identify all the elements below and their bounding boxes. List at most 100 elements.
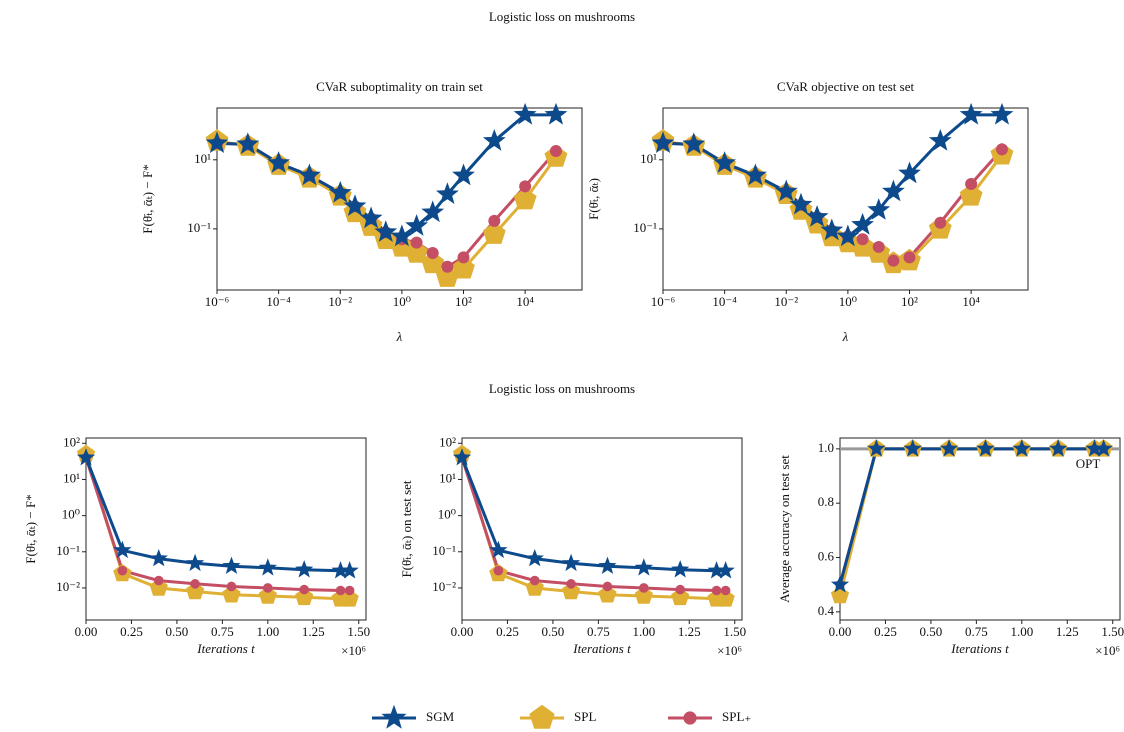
- marker: [836, 224, 860, 247]
- marker: [1085, 439, 1104, 457]
- y-tick-label: 10⁰: [62, 507, 80, 522]
- marker: [675, 584, 685, 595]
- marker: [488, 214, 501, 227]
- marker: [190, 579, 200, 589]
- marker: [634, 558, 653, 576]
- marker: [149, 578, 168, 596]
- marker: [830, 575, 850, 593]
- x-tick-label: 1.25: [302, 624, 325, 639]
- marker: [149, 549, 168, 567]
- x-offset-label: ×10⁶: [717, 643, 742, 658]
- marker: [872, 240, 885, 253]
- x-tick-label: 1.00: [632, 624, 655, 639]
- y-tick-label: 10⁻¹: [633, 220, 657, 235]
- marker: [882, 179, 905, 202]
- marker: [405, 241, 428, 263]
- marker: [851, 212, 874, 235]
- marker: [1049, 439, 1068, 457]
- marker: [263, 583, 273, 593]
- x-axis-label: Iterations t: [196, 641, 255, 656]
- series-line: [838, 447, 1104, 586]
- marker: [903, 439, 922, 457]
- x-tick-label: 0.00: [829, 624, 852, 639]
- figure-subtitle: Logistic loss on mushrooms: [489, 381, 635, 396]
- marker: [390, 224, 414, 247]
- y-axis-label: F(θ̄ₜ, ᾱₜ) − F*: [23, 494, 38, 563]
- marker: [671, 587, 690, 606]
- x-offset-label: ×10⁶: [341, 643, 366, 658]
- x-tick-label: 0.50: [542, 624, 565, 639]
- marker: [513, 102, 537, 125]
- marker: [549, 144, 562, 157]
- y-tick-label: 10¹: [63, 470, 80, 485]
- marker: [421, 251, 445, 274]
- y-tick-label: 10⁻¹: [56, 543, 80, 558]
- x-tick-label: 10²: [901, 294, 918, 309]
- marker: [898, 161, 921, 184]
- y-tick-label: 0.4: [818, 603, 835, 618]
- marker: [789, 192, 813, 215]
- x-tick-label: 10⁻²: [774, 294, 798, 309]
- plot-frame: [85, 437, 367, 621]
- marker: [113, 540, 132, 559]
- marker: [222, 556, 241, 574]
- marker: [940, 439, 959, 457]
- marker: [716, 589, 735, 607]
- plot-frame: [839, 437, 1121, 621]
- marker: [995, 143, 1008, 156]
- x-tick-label: 10⁴: [516, 294, 534, 309]
- plot-frame: [662, 107, 1029, 291]
- marker: [344, 585, 355, 596]
- marker: [343, 194, 367, 216]
- plot-frame: [461, 437, 743, 621]
- x-tick-label: 10⁰: [839, 294, 857, 309]
- legend-label: SPL: [574, 709, 596, 724]
- marker: [513, 187, 537, 210]
- figure-title: Logistic loss on mushrooms: [489, 9, 635, 24]
- x-axis-label: λ: [842, 329, 849, 344]
- marker: [651, 131, 675, 153]
- marker: [774, 179, 798, 202]
- marker: [153, 575, 164, 586]
- y-tick-label: 10⁻²: [432, 579, 456, 594]
- x-tick-label: 1.00: [1010, 624, 1033, 639]
- marker: [186, 581, 205, 600]
- x-offset-label: ×10⁶: [1095, 643, 1120, 658]
- marker: [452, 448, 472, 466]
- chart: 0.00 0.25 0.50 0.75 1.00 1.25 1.50 10⁻² 10⁻¹ 10⁰ 1…: [399, 434, 746, 658]
- marker: [928, 129, 952, 151]
- marker: [990, 102, 1014, 125]
- marker: [711, 585, 722, 596]
- x-tick-label: 0.50: [920, 624, 943, 639]
- x-tick-label: 10⁴: [962, 294, 980, 309]
- marker: [222, 585, 241, 603]
- reference-label: OPT: [1076, 456, 1101, 471]
- marker: [436, 265, 459, 287]
- marker: [452, 163, 475, 186]
- x-tick-label: 0.50: [166, 624, 189, 639]
- x-axis-label: Iterations t: [572, 641, 631, 656]
- marker: [887, 254, 900, 267]
- y-axis-label: Average accuracy on test set: [777, 455, 792, 603]
- legend-marker: [381, 704, 407, 729]
- marker: [426, 247, 439, 260]
- x-tick-label: 10²: [455, 294, 472, 309]
- marker: [562, 553, 581, 572]
- marker: [258, 586, 277, 604]
- y-axis-label: F(θ̄ₜ, ᾱₜ): [586, 178, 601, 220]
- marker: [186, 553, 205, 572]
- marker: [602, 581, 613, 592]
- marker: [258, 558, 277, 576]
- marker: [598, 585, 617, 603]
- marker: [482, 222, 506, 244]
- legend-marker: [683, 711, 697, 725]
- x-axis-label: Iterations t: [950, 641, 1009, 656]
- marker: [529, 575, 540, 586]
- marker: [598, 556, 617, 574]
- x-tick-label: 0.00: [451, 624, 474, 639]
- marker: [639, 583, 649, 593]
- x-tick-label: 1.50: [723, 624, 746, 639]
- marker: [335, 585, 346, 596]
- x-tick-label: 10⁻⁴: [266, 294, 291, 309]
- marker: [493, 565, 504, 576]
